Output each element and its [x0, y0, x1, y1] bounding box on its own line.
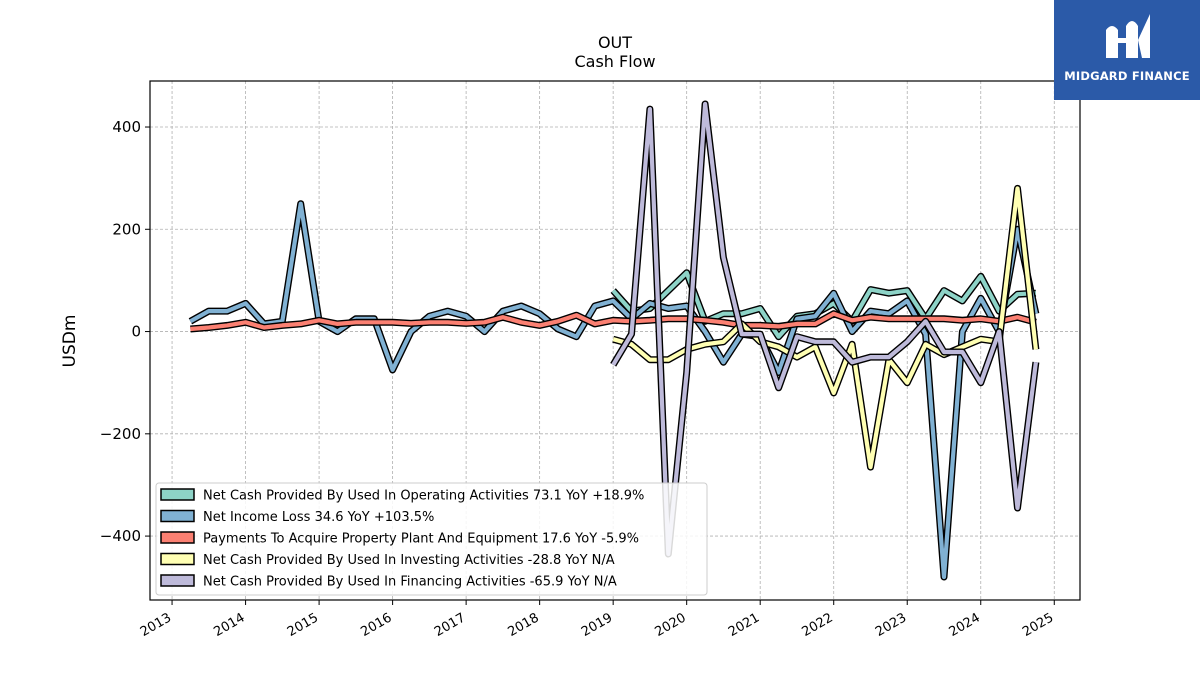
chart-title: OUT — [598, 33, 632, 52]
y-tick-label: −400 — [100, 527, 141, 545]
series-outline-3 — [612, 184, 1040, 471]
x-tick-label: 2016 — [358, 610, 394, 640]
x-tick-label: 2014 — [211, 610, 247, 640]
midgard-finance-logo: MIDGARD FINANCE — [1054, 0, 1200, 100]
x-tick-label: 2013 — [138, 610, 174, 640]
series-line-1 — [189, 201, 1038, 580]
series-line-3 — [612, 186, 1038, 470]
legend-label: Net Income Loss 34.6 YoY +103.5% — [203, 510, 434, 525]
legend-swatch — [160, 552, 195, 566]
x-tick-label: 2025 — [1020, 610, 1056, 640]
x-tick-label: 2017 — [432, 610, 468, 640]
x-tick-label: 2020 — [653, 610, 689, 640]
legend-label: Net Cash Provided By Used In Operating A… — [203, 489, 644, 504]
x-tick-label: 2018 — [505, 610, 541, 640]
legend-label: Net Cash Provided By Used In Investing A… — [203, 553, 615, 568]
legend-label: Payments To Acquire Property Plant And E… — [203, 532, 639, 547]
series-line-4 — [611, 101, 1038, 557]
logo-text: MIDGARD FINANCE — [1064, 69, 1190, 83]
legend: Net Cash Provided By Used In Operating A… — [155, 482, 708, 596]
x-tick-label: 2024 — [947, 610, 983, 640]
y-tick-label: 200 — [112, 220, 141, 238]
x-tick-label: 2022 — [800, 610, 836, 640]
y-axis-label: USDm — [60, 315, 80, 368]
legend-swatch — [160, 488, 195, 501]
x-tick-label: 2019 — [579, 610, 615, 640]
x-axis-ticks: 2013 2014 2015 2016 2017 2018 2019 2020 2021 2022… — [138, 600, 1056, 640]
x-tick-label: 2015 — [285, 610, 321, 640]
series-line-2 — [190, 311, 1037, 332]
plot-area-frame — [149, 80, 1081, 601]
y-tick-label: 400 — [112, 118, 141, 136]
x-tick-label: 2021 — [726, 610, 762, 640]
y-axis-ticks: −400 −200 0 200 400 — [100, 118, 150, 545]
legend-box — [155, 482, 708, 596]
midgard-logo-mark — [1106, 14, 1150, 58]
y-tick-label: −200 — [100, 425, 141, 443]
x-tick-label: 2023 — [873, 610, 909, 640]
chart-subtitle: Cash Flow — [574, 52, 655, 71]
legend-label: Net Cash Provided By Used In Financing A… — [203, 575, 617, 590]
legend-swatch — [160, 531, 195, 544]
legend-swatch — [160, 574, 195, 587]
series-lines — [188, 100, 1040, 581]
y-tick-label: 0 — [131, 323, 141, 341]
legend-swatch — [160, 509, 195, 523]
